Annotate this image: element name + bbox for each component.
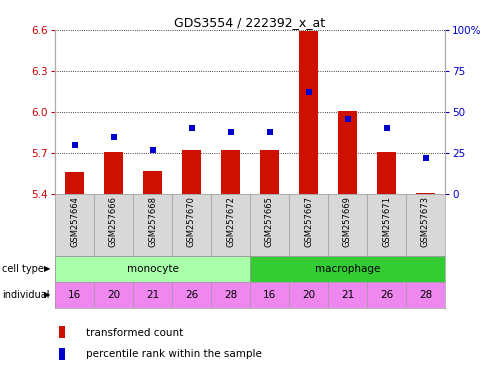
Text: 20: 20: [302, 290, 315, 300]
Text: 21: 21: [340, 290, 353, 300]
Point: [304, 89, 312, 95]
Point: [265, 129, 273, 135]
Bar: [182, 150, 201, 194]
Bar: [259, 150, 279, 194]
Text: 20: 20: [106, 290, 120, 300]
Point: [226, 129, 234, 135]
Bar: [415, 193, 434, 194]
Point: [109, 134, 117, 140]
Bar: [65, 172, 84, 194]
Text: GSM257665: GSM257665: [264, 196, 273, 247]
Text: GSM257672: GSM257672: [226, 196, 235, 247]
Text: 21: 21: [146, 290, 159, 300]
Text: GSM257670: GSM257670: [187, 196, 196, 247]
Point: [148, 147, 156, 153]
Point: [71, 142, 78, 148]
Bar: [376, 152, 395, 194]
Text: GSM257668: GSM257668: [148, 196, 157, 247]
Text: cell type: cell type: [2, 264, 44, 274]
Title: GDS3554 / 222392_x_at: GDS3554 / 222392_x_at: [174, 16, 325, 29]
Text: ▶: ▶: [44, 291, 50, 300]
Text: percentile rank within the sample: percentile rank within the sample: [86, 349, 261, 359]
Text: GSM257669: GSM257669: [342, 196, 351, 247]
Point: [421, 155, 428, 161]
Text: transformed count: transformed count: [86, 328, 183, 338]
Text: individual: individual: [2, 290, 50, 300]
Text: GSM257671: GSM257671: [381, 196, 390, 247]
Bar: [59, 348, 65, 360]
Text: 28: 28: [224, 290, 237, 300]
Text: macrophage: macrophage: [314, 264, 379, 274]
Bar: [249, 256, 444, 282]
Text: 26: 26: [379, 290, 393, 300]
Text: GSM257666: GSM257666: [109, 196, 118, 247]
Text: GSM257664: GSM257664: [70, 196, 79, 247]
Bar: [220, 150, 240, 194]
Text: 16: 16: [262, 290, 275, 300]
Bar: [104, 152, 123, 194]
Bar: [59, 326, 65, 338]
Text: monocyte: monocyte: [126, 264, 178, 274]
Text: GSM257667: GSM257667: [303, 196, 312, 247]
Bar: [298, 31, 318, 194]
Point: [187, 125, 195, 131]
Bar: [142, 171, 162, 194]
Point: [382, 125, 390, 131]
Bar: [337, 111, 357, 194]
Text: ▶: ▶: [44, 265, 50, 273]
Text: 26: 26: [184, 290, 198, 300]
Text: 28: 28: [418, 290, 431, 300]
Bar: [55, 256, 249, 282]
Text: 16: 16: [68, 290, 81, 300]
Point: [343, 116, 350, 122]
Text: GSM257673: GSM257673: [420, 196, 429, 247]
